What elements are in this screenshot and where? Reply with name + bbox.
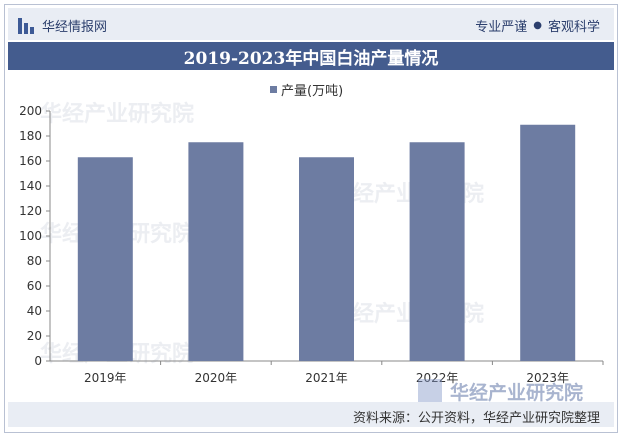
y-tick-label: 120: [19, 204, 42, 218]
watermark-logo: 华经产业研究院: [418, 378, 583, 405]
bar: [409, 142, 465, 361]
legend-label: 产量(万吨): [281, 84, 344, 99]
slogan-left: 专业严谨: [475, 20, 528, 35]
y-tick-label: 0: [34, 354, 42, 368]
y-tick-label: 140: [19, 179, 42, 193]
y-tick-label: 80: [27, 254, 42, 268]
x-tick-label: 2019年: [84, 371, 127, 385]
brand-name: 华经情报网: [42, 20, 108, 35]
chart-title: 2019-2023年中国白油产量情况: [183, 48, 439, 69]
slogan-right: 客观科学: [547, 20, 600, 35]
legend-swatch: [270, 86, 277, 93]
y-tick-label: 200: [19, 104, 42, 118]
logo-bars-icon: [18, 17, 34, 34]
y-tick-label: 40: [27, 304, 42, 318]
slogan: 专业严谨 ● 客观科学: [475, 16, 600, 35]
watermark-logo-icon: [418, 378, 442, 405]
bar: [77, 157, 133, 361]
header-bar: 华经情报网 专业严谨 ● 客观科学: [8, 8, 614, 40]
legend: 产量(万吨): [270, 80, 343, 99]
footer-bar: 资料来源：公开资料，华经产业研究院整理: [8, 402, 614, 427]
slogan-dot: ●: [533, 20, 542, 31]
x-tick-label: 2022年: [416, 371, 459, 385]
y-tick-label: 180: [19, 129, 42, 143]
y-tick-label: 20: [27, 329, 42, 343]
bar: [520, 124, 576, 361]
y-tick-label: 100: [19, 229, 42, 243]
x-tick-label: 2020年: [195, 371, 238, 385]
x-tick-label: 2023年: [526, 371, 569, 385]
watermark-logo-text: 华经产业研究院: [450, 382, 584, 404]
chart-bars: [77, 124, 576, 361]
source-note: 资料来源：公开资料，华经产业研究院整理: [352, 411, 600, 426]
title-bar: 2019-2023年中国白油产量情况: [8, 42, 614, 70]
bar: [299, 157, 354, 361]
chart-labels: 0 20 40 60 80 100 120 140 160 180 200 2019年 2020年 202…: [19, 104, 569, 385]
bar: [188, 142, 244, 361]
brand-logo: 华经情报网: [18, 16, 107, 35]
y-tick-label: 60: [27, 279, 42, 293]
x-tick-label: 2021年: [305, 371, 348, 385]
y-tick-label: 160: [19, 154, 42, 168]
